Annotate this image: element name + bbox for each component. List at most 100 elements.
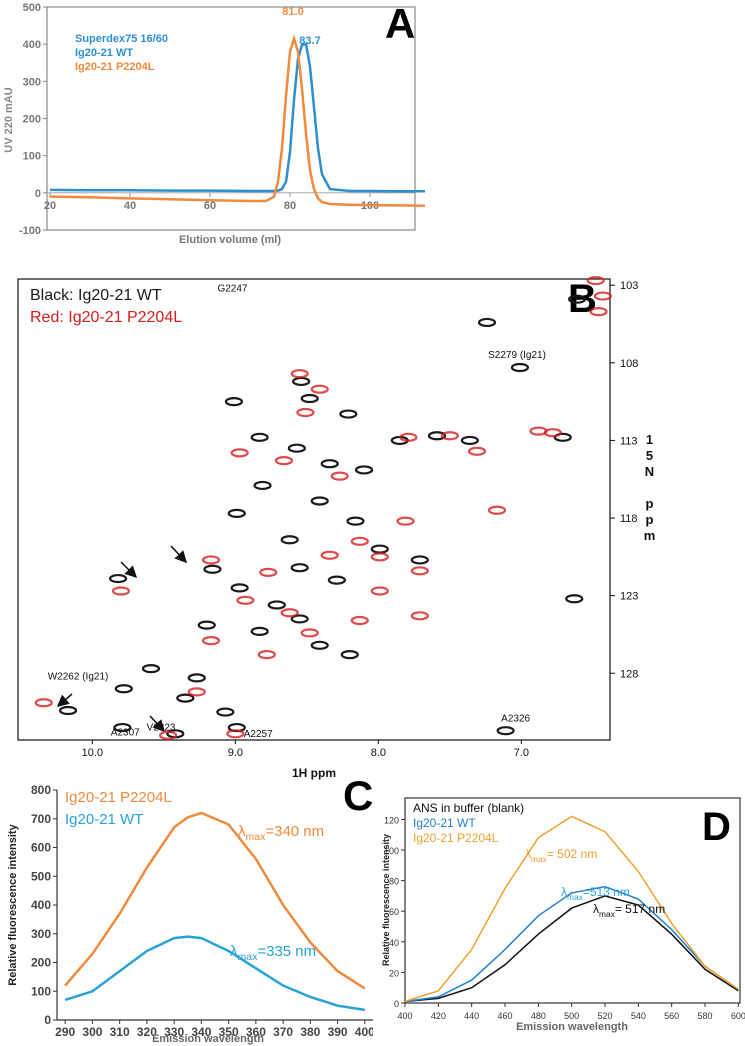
legend-entry: Ig20-21 P2204L xyxy=(75,61,155,73)
nmr-peak xyxy=(236,595,255,605)
x-axis-label: Elution volume (ml) xyxy=(179,234,281,246)
lambda-subscript: max xyxy=(599,909,616,919)
nmr-peak xyxy=(141,663,161,674)
lambda-subscript: max xyxy=(238,951,259,963)
lambda-subscript: max xyxy=(567,892,584,902)
arrow xyxy=(120,561,138,579)
lambda-annotation: λmax=335 nm xyxy=(230,943,316,963)
nmr-peak xyxy=(327,575,346,585)
y-tick-label: 800 xyxy=(31,783,51,797)
lambda-annotation: λmax=340 nm xyxy=(238,823,324,843)
y-tick-label: 108 xyxy=(620,358,638,370)
lambda-value: = 517 nm xyxy=(615,902,665,916)
nmr-peak xyxy=(274,456,294,466)
y-tick-label: 500 xyxy=(31,869,51,883)
nmr-peak xyxy=(565,594,584,604)
nmr-peak xyxy=(176,693,195,703)
x-axis-label: Emission wavelength xyxy=(152,1033,264,1045)
nmr-peak xyxy=(187,687,206,697)
nmr-peak xyxy=(290,563,309,573)
panel-letter: C xyxy=(343,772,373,819)
x-tick-label: 600 xyxy=(731,1011,745,1021)
x-tick-label: 390 xyxy=(328,1025,348,1039)
nmr-peak xyxy=(346,516,365,526)
arrow xyxy=(149,715,166,733)
nmr-peak xyxy=(111,586,131,596)
peak-annotation: 83.7 xyxy=(299,35,320,47)
x-tick-label: 480 xyxy=(531,1011,546,1021)
y-axis-label: Relative fluorescence intensity xyxy=(7,823,19,985)
x-tick-label: 10.0 xyxy=(82,747,103,759)
x-tick-label: 8.0 xyxy=(371,747,386,759)
nmr-peak xyxy=(510,362,530,373)
peak-annotation: 81.0 xyxy=(282,6,303,18)
nmr-peak xyxy=(568,294,587,304)
nmr-peak xyxy=(203,564,222,574)
lambda-annotation: λmax=513 nm xyxy=(561,885,630,902)
x-tick-label: 580 xyxy=(697,1011,712,1021)
x-tick-label: 330 xyxy=(164,1025,184,1039)
lambda-symbol: λ xyxy=(238,823,246,840)
nmr-peak xyxy=(187,673,206,683)
x-tick-label: 7.0 xyxy=(514,747,529,759)
nmr-peak xyxy=(300,393,319,404)
line-series xyxy=(404,895,739,1003)
line-series xyxy=(49,34,425,207)
y-tick-label: 103 xyxy=(620,280,638,292)
y-tick-label: 118 xyxy=(620,513,638,525)
x-tick-label: 80 xyxy=(284,200,296,212)
x-tick-label: 9.0 xyxy=(228,747,243,759)
nmr-peak xyxy=(350,536,369,546)
x-tick-label: 300 xyxy=(82,1025,102,1039)
nmr-peak xyxy=(350,615,369,626)
nmr-peak xyxy=(224,397,244,407)
nmr-peak xyxy=(114,684,133,694)
legend-entry: ANS in buffer (blank) xyxy=(413,801,524,815)
nmr-peak xyxy=(201,555,221,565)
y-tick-label: 400 xyxy=(23,39,41,51)
nmr-peak xyxy=(310,496,329,506)
nmr-peak xyxy=(287,443,306,453)
nmr-peak xyxy=(399,432,418,442)
line-series xyxy=(49,42,425,193)
lambda-subscript: max xyxy=(246,831,267,843)
lambda-annotation: λmax= 502 nm xyxy=(525,847,597,864)
panel: 0 100 200 300 400 500 600 700 800 290 300 310 320 330… xyxy=(7,772,373,1045)
y-tick-label: 113 xyxy=(620,435,638,447)
peak-label: A2326 xyxy=(501,713,530,724)
legend-entry: Red: Ig20-21 P2204L xyxy=(30,309,182,326)
nmr-peak xyxy=(201,636,221,646)
nmr-peak xyxy=(330,471,349,481)
nmr-peak xyxy=(460,435,479,446)
peak-label: S2279 (Ig21) xyxy=(488,350,546,361)
legend-entry: Ig20-21 WT xyxy=(75,47,133,59)
y-axis-label: 15N ppm xyxy=(642,432,657,544)
peak-label: A2307 xyxy=(111,727,140,738)
nmr-peak xyxy=(300,628,319,638)
legend-entry: Black: Ig20-21 WT xyxy=(30,287,162,304)
lambda-annotation: λmax= 517 nm xyxy=(593,902,665,919)
nmr-peak xyxy=(370,586,389,596)
peak-label: W2262 (Ig21) xyxy=(48,671,109,682)
nmr-peak xyxy=(292,376,311,387)
y-tick-label: 300 xyxy=(31,927,51,941)
plot-frame xyxy=(404,797,741,1004)
lambda-symbol: λ xyxy=(561,885,567,899)
nmr-peak xyxy=(58,705,78,716)
peak-label: A2257 xyxy=(244,729,273,740)
arrow xyxy=(56,693,73,707)
y-tick-label: 100 xyxy=(23,151,41,163)
y-tick-label: 123 xyxy=(620,591,638,603)
lambda-symbol: λ xyxy=(230,943,238,960)
x-tick-label: 360 xyxy=(246,1025,266,1039)
x-tick-label: 60 xyxy=(204,200,216,212)
nmr-peak xyxy=(290,614,309,624)
legend-entry: Ig20-21 WT xyxy=(65,811,143,828)
x-tick-label: 350 xyxy=(219,1025,239,1039)
nmr-peak xyxy=(226,729,245,739)
line-series xyxy=(64,935,365,1012)
lambda-symbol: λ xyxy=(593,902,599,916)
line-series xyxy=(404,885,739,1003)
nmr-peak xyxy=(370,552,389,562)
x-tick-label: 520 xyxy=(597,1011,612,1021)
